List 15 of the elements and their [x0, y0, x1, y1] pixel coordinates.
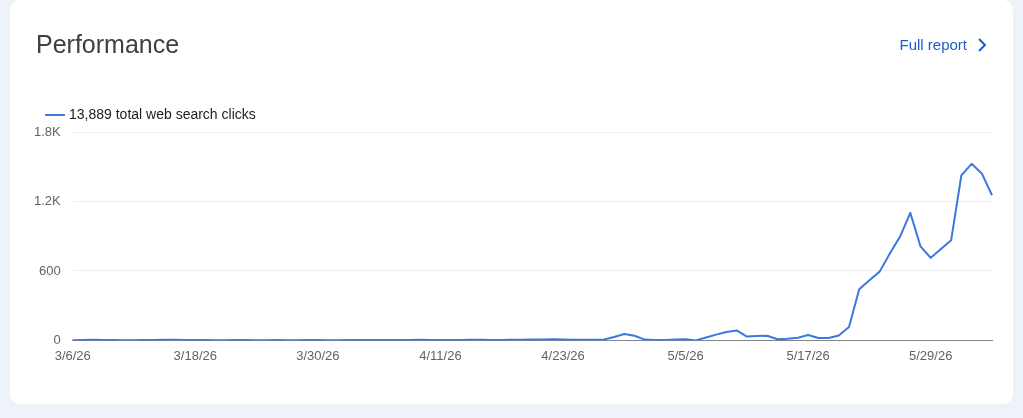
y-tick-label: 600 — [39, 262, 61, 278]
chart-title: Performance — [36, 30, 180, 59]
x-tick-label: 3/30/26 — [296, 347, 340, 363]
y-tick-label: 0 — [53, 331, 61, 347]
y-tick-label: 1.8K — [33, 123, 62, 139]
x-tick-label: 3/6/26 — [54, 347, 91, 363]
x-tick-label: 5/29/26 — [909, 347, 953, 363]
legend-label: 13,889 total web search clicks — [69, 105, 256, 122]
x-tick-label: 5/17/26 — [786, 347, 830, 363]
y-tick-label: 1.2K — [33, 193, 62, 209]
x-tick-label: 5/5/26 — [667, 347, 704, 363]
x-tick-label: 4/23/26 — [541, 347, 585, 363]
x-tick-label: 4/11/26 — [419, 347, 462, 363]
x-tick-label: 3/18/26 — [173, 347, 217, 363]
text: Full report — [899, 36, 967, 53]
